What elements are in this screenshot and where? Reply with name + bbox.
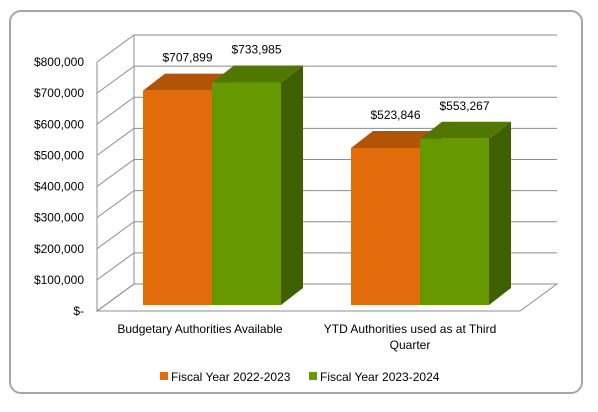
legend-label: Fiscal Year 2022-2023 bbox=[171, 370, 291, 384]
side-grid-line bbox=[96, 34, 135, 63]
legend-label: Fiscal Year 2023-2024 bbox=[320, 370, 440, 384]
data-label: $733,985 bbox=[231, 43, 281, 57]
side-grid-line bbox=[96, 252, 135, 281]
side-grid-line bbox=[96, 65, 135, 94]
y-tick-label: $400,000 bbox=[34, 180, 84, 194]
y-tick-label: $600,000 bbox=[34, 117, 84, 131]
bar-0-1 bbox=[351, 147, 420, 305]
y-tick-label: $700,000 bbox=[34, 86, 84, 100]
bar-1-0 bbox=[212, 82, 281, 305]
bar-0-0 bbox=[143, 90, 212, 305]
y-tick-label: $- bbox=[73, 304, 84, 318]
bar-1-1 bbox=[420, 138, 489, 305]
x-tick-label: Budgetary Authorities Available bbox=[117, 322, 283, 336]
x-tick-label: YTD Authorities used as at Third bbox=[324, 322, 497, 336]
legend-swatch bbox=[309, 372, 317, 380]
x-tick-label: Quarter bbox=[390, 338, 431, 352]
data-label: $707,899 bbox=[162, 51, 212, 65]
y-tick-label: $100,000 bbox=[34, 273, 84, 287]
y-tick-label: $200,000 bbox=[34, 242, 84, 256]
y-tick-label: $800,000 bbox=[34, 55, 84, 69]
bar-top bbox=[143, 73, 234, 91]
y-tick-label: $300,000 bbox=[34, 211, 84, 225]
side-grid-line bbox=[96, 221, 135, 250]
chart-floor bbox=[95, 283, 559, 312]
bar-top bbox=[212, 65, 303, 83]
side-grid-line bbox=[96, 127, 135, 156]
side-grid-line bbox=[96, 190, 135, 219]
bar-side bbox=[281, 65, 303, 305]
data-label: $553,267 bbox=[439, 99, 489, 113]
legend-swatch bbox=[160, 372, 168, 380]
bar-top bbox=[351, 130, 442, 148]
bar-side bbox=[489, 121, 511, 305]
bar-top bbox=[420, 121, 511, 139]
data-label: $523,846 bbox=[370, 108, 420, 122]
side-grid-line bbox=[96, 159, 135, 187]
y-tick-label: $500,000 bbox=[34, 148, 84, 162]
side-grid-line bbox=[96, 96, 135, 125]
